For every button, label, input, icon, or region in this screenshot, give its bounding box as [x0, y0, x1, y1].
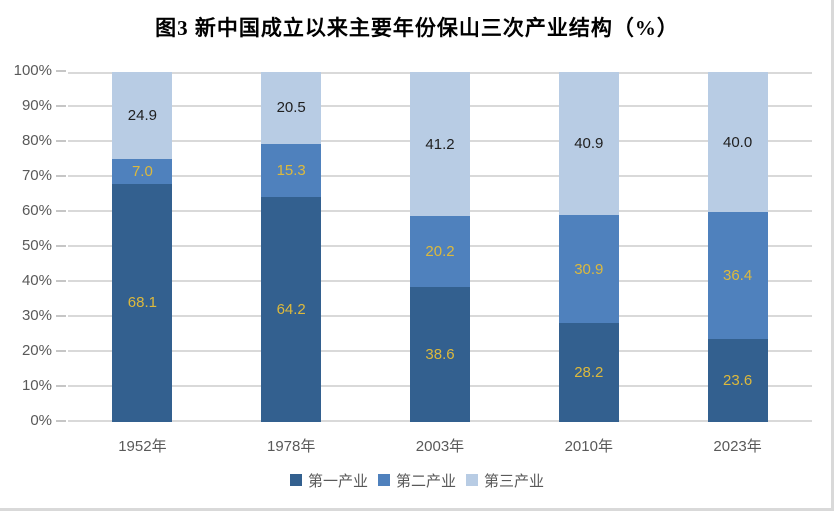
- bar-1952年-第二产业: 7.0: [112, 159, 173, 184]
- y-tick-10: [56, 385, 66, 387]
- bar-value-label: 20.2: [425, 243, 455, 261]
- bar-value-label: 7.0: [131, 162, 153, 180]
- bar-value-label: 38.6: [425, 345, 455, 363]
- y-axis-label-40%: 40%: [21, 272, 52, 289]
- y-tick-30: [56, 315, 66, 317]
- x-axis-label-2003年: 2003年: [415, 438, 465, 455]
- bar-value-label: 68.1: [127, 294, 157, 312]
- y-axis-label-100%: 100%: [13, 62, 52, 79]
- x-axis-label-2010年: 2010年: [564, 438, 613, 455]
- y-axis-label-80%: 80%: [21, 132, 52, 149]
- y-tick-60: [56, 210, 66, 212]
- plot-area: 68.1 7.0 24.9 64.2 15.3 20.5 38.6 20.2 41.2 28.2 3…: [68, 72, 812, 422]
- bar-2023年-第二产业: 36.4: [707, 212, 768, 340]
- legend-item-第一产业: 第一产业: [289, 470, 368, 491]
- legend-label: 第三产业: [484, 472, 545, 490]
- bar-2023年-第一产业: 23.6: [707, 339, 768, 422]
- y-tick-20: [56, 350, 66, 352]
- y-axis-label-90%: 90%: [21, 97, 52, 114]
- legend-label: 第二产业: [395, 472, 456, 490]
- y-axis-label-20%: 20%: [21, 342, 52, 359]
- y-tick-100: [56, 70, 66, 72]
- y-tick-50: [56, 245, 66, 247]
- y-axis-label-60%: 60%: [21, 202, 52, 219]
- y-axis-label-70%: 70%: [21, 167, 52, 184]
- bar-value-label: 20.5: [276, 99, 306, 117]
- bar-value-label: 40.0: [722, 133, 753, 151]
- page-right-border: [831, 0, 834, 511]
- bar-value-label: 64.2: [276, 301, 306, 319]
- bar-2010年-第一产业: 28.2: [558, 323, 619, 422]
- bar-1978年-第二产业: 15.3: [261, 143, 322, 198]
- bar-1952年-第一产业: 68.1: [112, 183, 173, 422]
- bar-1952年-第三产业: 24.9: [112, 72, 173, 160]
- legend: 第一产业 第二产业 第三产业: [0, 468, 834, 492]
- legend-label: 第一产业: [307, 472, 368, 490]
- legend-item-第二产业: 第二产业: [377, 470, 456, 491]
- x-axis-label-1978年: 1978年: [267, 438, 316, 455]
- bar-value-label: 36.4: [722, 267, 753, 285]
- legend-swatch-icon: [377, 474, 390, 486]
- bar-value-label: 15.3: [276, 162, 306, 180]
- bar-2023年-第三产业: 40.0: [707, 72, 768, 212]
- bar-1978年-第一产业: 64.2: [261, 197, 322, 422]
- bar-value-label: 24.9: [127, 107, 157, 125]
- bar-2003年-第三产业: 41.2: [410, 72, 470, 217]
- legend-item-第三产业: 第三产业: [466, 470, 544, 491]
- bar-value-label: 41.2: [425, 135, 455, 153]
- y-axis-label-30%: 30%: [21, 307, 52, 324]
- legend-swatch-icon: [466, 474, 478, 486]
- x-axis-label-1952年: 1952年: [118, 438, 167, 455]
- y-tick-0: [56, 420, 66, 422]
- bar-2003年-第一产业: 38.6: [410, 286, 470, 422]
- y-tick-70: [56, 175, 66, 177]
- y-axis-label-0%: 0%: [30, 412, 52, 429]
- bar-value-label: 30.9: [574, 260, 604, 278]
- bar-value-label: 23.6: [722, 372, 753, 390]
- bar-value-label: 40.9: [574, 135, 604, 153]
- bar-2010年-第三产业: 40.9: [558, 72, 619, 216]
- bar-1978年-第三产业: 20.5: [261, 72, 322, 144]
- chart-title: 图3 新中国成立以来主要年份保山三次产业结构（%）: [155, 16, 679, 40]
- y-axis-label-50%: 50%: [21, 237, 52, 254]
- page-bottom-border: [0, 508, 834, 511]
- bar-2010年-第二产业: 30.9: [558, 215, 619, 324]
- y-axis-label-10%: 10%: [21, 377, 52, 394]
- bar-2003年-第二产业: 20.2: [410, 216, 470, 287]
- legend-swatch-icon: [289, 474, 302, 486]
- x-axis-label-2023年: 2023年: [713, 438, 762, 455]
- bar-value-label: 28.2: [574, 364, 604, 382]
- y-tick-80: [56, 140, 66, 142]
- y-tick-90: [56, 105, 66, 107]
- y-tick-40: [56, 280, 66, 282]
